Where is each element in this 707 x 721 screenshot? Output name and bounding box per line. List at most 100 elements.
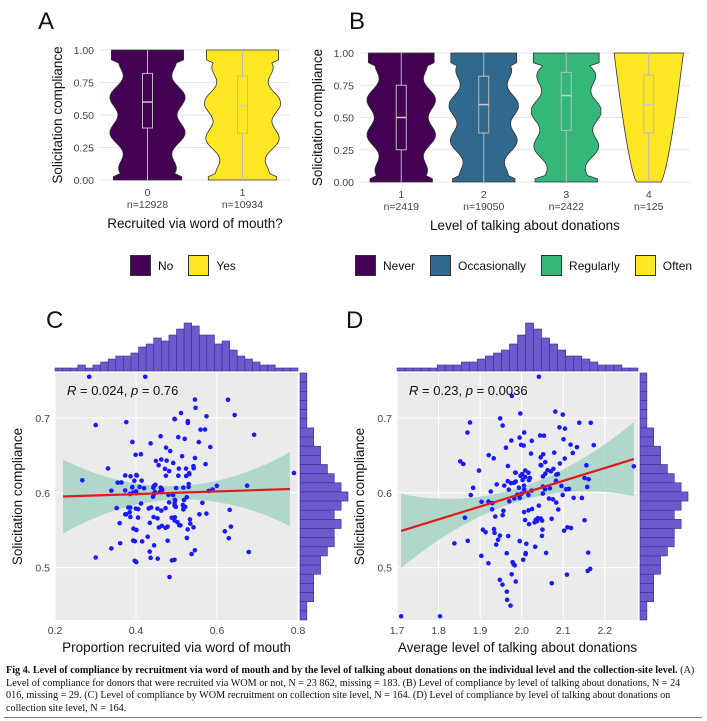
data-point [521, 509, 527, 515]
legend-label-often: Often [662, 258, 693, 273]
data-point [506, 487, 512, 492]
marginal-x-bar [549, 343, 558, 372]
data-point [128, 514, 133, 520]
data-point [560, 412, 566, 417]
y-tick-label: 0.75 [74, 78, 95, 90]
marginal-y-bar [639, 400, 648, 410]
data-point [186, 481, 192, 487]
marginal-y-bar [299, 482, 342, 493]
marginal-y-bar [299, 445, 321, 456]
data-point [164, 458, 169, 463]
marginal-x-bar [460, 361, 470, 372]
data-point [541, 433, 547, 439]
legend-b: Never Occasionally Regularly Often [355, 255, 707, 276]
y-axis-title: Solicitation compliance [352, 428, 367, 565]
data-point [582, 475, 587, 481]
data-point [497, 533, 503, 538]
n-label: n=10934 [222, 199, 263, 211]
data-point [562, 456, 568, 461]
data-point [457, 459, 463, 464]
data-point [185, 527, 190, 532]
marginal-y-bar [639, 509, 675, 520]
data-point [139, 478, 144, 483]
data-point [179, 453, 185, 459]
marginal-y-bar [639, 418, 648, 429]
data-point [584, 463, 589, 468]
data-point [493, 542, 499, 547]
caption-title: Fig 4. Level of compliance by recruitmen… [6, 665, 678, 676]
data-point [200, 500, 205, 506]
x-tick-label: 1.9 [473, 625, 488, 637]
data-point [587, 566, 593, 572]
x-tick-label: 4 [646, 189, 652, 201]
x-tick-label: 0.6 [210, 625, 225, 637]
marginal-x-bar [198, 334, 208, 372]
marginal-x-bar [85, 367, 94, 372]
marginal-x-bar [229, 349, 238, 372]
legend-a: No Yes [130, 255, 251, 276]
data-point [167, 574, 172, 580]
y-tick-label: 0.6 [377, 488, 392, 500]
data-point [156, 462, 161, 468]
data-point [494, 482, 500, 487]
marginal-y-bar [299, 583, 315, 593]
marginal-y-bar [639, 390, 648, 401]
data-point [244, 483, 250, 489]
stats-annotation-part: = 0.23, [418, 383, 465, 398]
data-point [526, 477, 532, 483]
legend-label-occasionally: Occasionally [458, 258, 527, 273]
marginal-x-bar [517, 334, 526, 372]
data-point [571, 495, 576, 501]
data-point [167, 448, 173, 454]
x-tick-label: 0.2 [48, 625, 63, 637]
y-tick-label: 1.00 [334, 48, 355, 60]
data-point [105, 466, 111, 471]
data-point [540, 527, 545, 532]
marginal-x-bar [274, 367, 284, 372]
data-point [491, 456, 497, 461]
marginal-y-bar [639, 473, 675, 484]
data-point [536, 374, 542, 380]
data-point [524, 541, 529, 547]
data-point [165, 538, 170, 543]
data-point [521, 443, 526, 448]
data-point [540, 491, 546, 496]
box-iqr [560, 71, 572, 131]
marginal-x-bar [153, 337, 162, 372]
marginal-y-bar [299, 546, 328, 557]
data-point [512, 470, 518, 475]
data-point [452, 541, 457, 546]
regression-line [63, 487, 290, 498]
data-point [134, 473, 140, 478]
data-point [561, 436, 566, 442]
data-point [150, 494, 156, 500]
data-point [155, 556, 161, 561]
data-point [582, 517, 587, 523]
marginal-x-bar [396, 367, 406, 372]
marginal-x-bar [501, 349, 510, 372]
marginal-x-bar [621, 367, 631, 372]
data-point [529, 438, 535, 444]
stats-annotation: R = 0.024, p = 0.76 [67, 383, 178, 398]
data-point [155, 516, 160, 521]
data-point [133, 559, 139, 565]
n-label: n=125 [634, 201, 664, 213]
legend-swatch-occasionally [430, 255, 452, 276]
marginal-y-bar [299, 564, 321, 575]
x-tick-label: 2 [481, 189, 487, 201]
legend-swatch-never [355, 255, 376, 276]
data-point [185, 418, 191, 424]
marginal-y-bar [299, 491, 349, 502]
data-point [147, 520, 153, 526]
marginal-x-bar [589, 361, 599, 372]
data-point [169, 515, 175, 521]
data-point [505, 533, 511, 539]
marginal-x-bar [130, 352, 139, 372]
data-point [178, 410, 184, 416]
data-point [187, 521, 193, 526]
data-point [470, 485, 476, 491]
data-point [513, 579, 519, 584]
marginal-y-bar [299, 427, 315, 438]
marginal-x-bar [541, 337, 550, 372]
data-point [137, 484, 142, 490]
